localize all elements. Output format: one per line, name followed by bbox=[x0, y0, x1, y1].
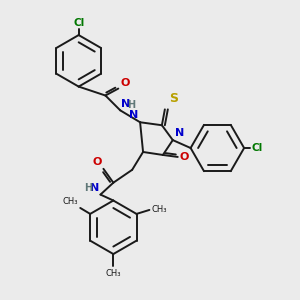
Text: N: N bbox=[121, 99, 130, 110]
Text: N: N bbox=[175, 128, 184, 138]
Text: N: N bbox=[90, 183, 100, 193]
Text: CH₃: CH₃ bbox=[152, 206, 167, 214]
Text: CH₃: CH₃ bbox=[63, 197, 78, 206]
Text: CH₃: CH₃ bbox=[106, 269, 121, 278]
Text: Cl: Cl bbox=[251, 143, 262, 153]
Text: S: S bbox=[169, 92, 178, 105]
Text: Cl: Cl bbox=[73, 18, 84, 28]
Text: O: O bbox=[120, 78, 130, 88]
Text: N: N bbox=[129, 110, 138, 120]
Text: O: O bbox=[180, 152, 189, 162]
Text: O: O bbox=[92, 157, 101, 167]
Text: H: H bbox=[84, 183, 92, 193]
Text: H: H bbox=[127, 100, 135, 110]
